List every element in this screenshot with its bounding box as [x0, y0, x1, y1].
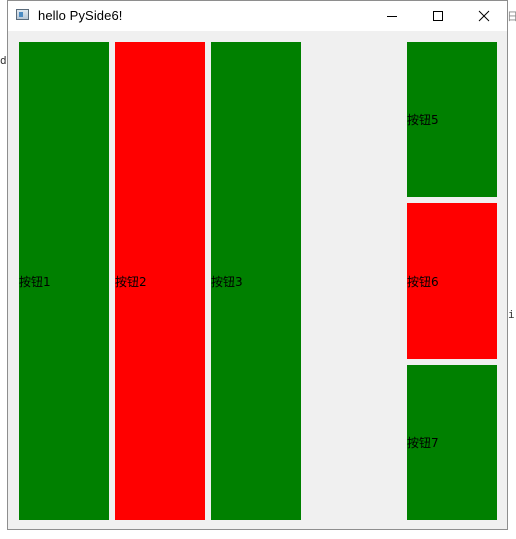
background-text-fragment: d [0, 54, 7, 67]
minimize-button[interactable] [369, 1, 415, 31]
button-7[interactable]: 按钮7 [407, 365, 497, 520]
button-2[interactable]: 按钮2 [115, 42, 205, 520]
window-client-area: 按钮1 按钮2 按钮3 按钮5 按钮6 按钮7 [8, 31, 507, 529]
button-3[interactable]: 按钮3 [211, 42, 301, 520]
window-title: hello PySide6! [38, 8, 123, 23]
app-window-icon [16, 9, 29, 20]
maximize-icon [433, 11, 443, 21]
button-7-label: 按钮7 [407, 436, 439, 450]
button-5[interactable]: 按钮5 [407, 42, 497, 197]
title-bar[interactable]: hello PySide6! [8, 1, 507, 31]
close-icon [478, 10, 490, 22]
button-2-label: 按钮2 [115, 274, 147, 289]
background-text-fragment: 日 [507, 10, 516, 23]
button-5-label: 按钮5 [407, 113, 439, 127]
button-3-label: 按钮3 [211, 274, 243, 289]
main-window: hello PySide6! 按钮1 按钮2 按钮3 [7, 0, 508, 530]
button-6-label: 按钮6 [407, 274, 439, 289]
background-text-fragment: i [508, 308, 515, 321]
maximize-button[interactable] [415, 1, 461, 31]
button-6[interactable]: 按钮6 [407, 203, 497, 359]
button-1[interactable]: 按钮1 [19, 42, 109, 520]
minimize-icon [387, 16, 397, 17]
button-1-label: 按钮1 [19, 274, 51, 289]
close-button[interactable] [461, 1, 507, 31]
